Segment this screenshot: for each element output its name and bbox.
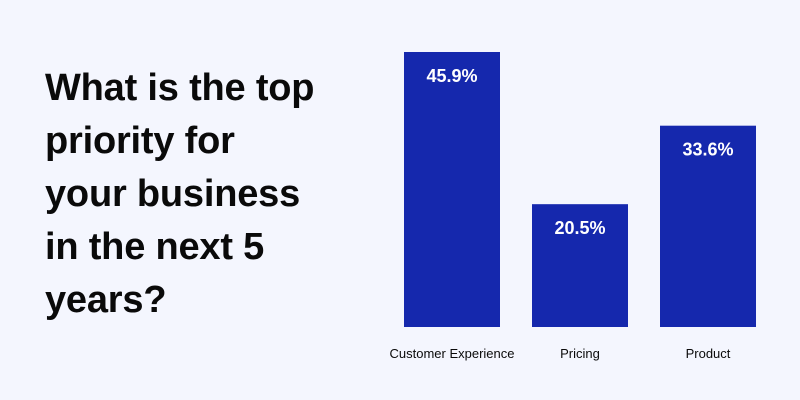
bar-product xyxy=(660,125,756,327)
question-line: your business xyxy=(45,173,301,215)
category-label: Pricing xyxy=(560,346,600,361)
bar-customer-experience xyxy=(404,52,500,327)
question-line: years? xyxy=(45,279,167,321)
bar-pricing xyxy=(532,204,628,327)
bar-value-label: 45.9% xyxy=(426,66,477,86)
bar-value-label: 20.5% xyxy=(554,218,605,238)
question-title: What is the top priority for your busine… xyxy=(45,62,365,327)
question-line: What is the top xyxy=(45,67,315,109)
question-line: priority for xyxy=(45,120,235,162)
category-label: Customer Experience xyxy=(390,346,515,361)
category-label: Product xyxy=(686,346,731,361)
bar-value-label: 33.6% xyxy=(682,140,733,160)
question-line: in the next 5 xyxy=(45,226,265,268)
